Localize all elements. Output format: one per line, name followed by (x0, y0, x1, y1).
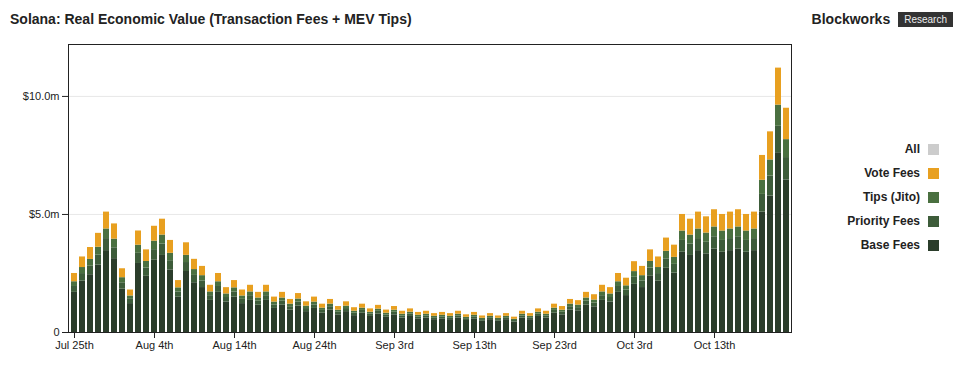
svg-text:Aug 14th: Aug 14th (212, 339, 256, 351)
svg-text:Oct 13th: Oct 13th (694, 339, 736, 351)
html-text:Vote Fees: Vote Fees (864, 166, 920, 180)
svg-text:Sep 13th: Sep 13th (452, 339, 496, 351)
html-text:All: All (904, 142, 920, 156)
svg-text:Oct 3rd: Oct 3rd (616, 339, 652, 351)
html-text:Blockworks: Blockworks (811, 11, 891, 27)
svg-text:$10.0m: $10.0m (23, 90, 60, 102)
html-text:Base Fees: Base Fees (860, 238, 920, 252)
svg-text:0: 0 (53, 326, 59, 338)
svg-text:Jul 25th: Jul 25th (55, 339, 94, 351)
svg-text:Aug 24th: Aug 24th (292, 339, 336, 351)
html-text:Priority Fees: Priority Fees (847, 214, 920, 228)
svg-text:Aug 4th: Aug 4th (136, 339, 174, 351)
html-text:Solana: Real Economic Value (T: Solana: Real Economic Value (Transaction… (10, 11, 412, 27)
svg-text:Sep 23rd: Sep 23rd (532, 339, 577, 351)
html-text:Research: Research (904, 13, 947, 25)
html-text:Tips (Jito): Tips (Jito) (862, 190, 920, 204)
svg-text:Sep 3rd: Sep 3rd (375, 339, 414, 351)
svg-text:$5.0m: $5.0m (29, 208, 60, 220)
